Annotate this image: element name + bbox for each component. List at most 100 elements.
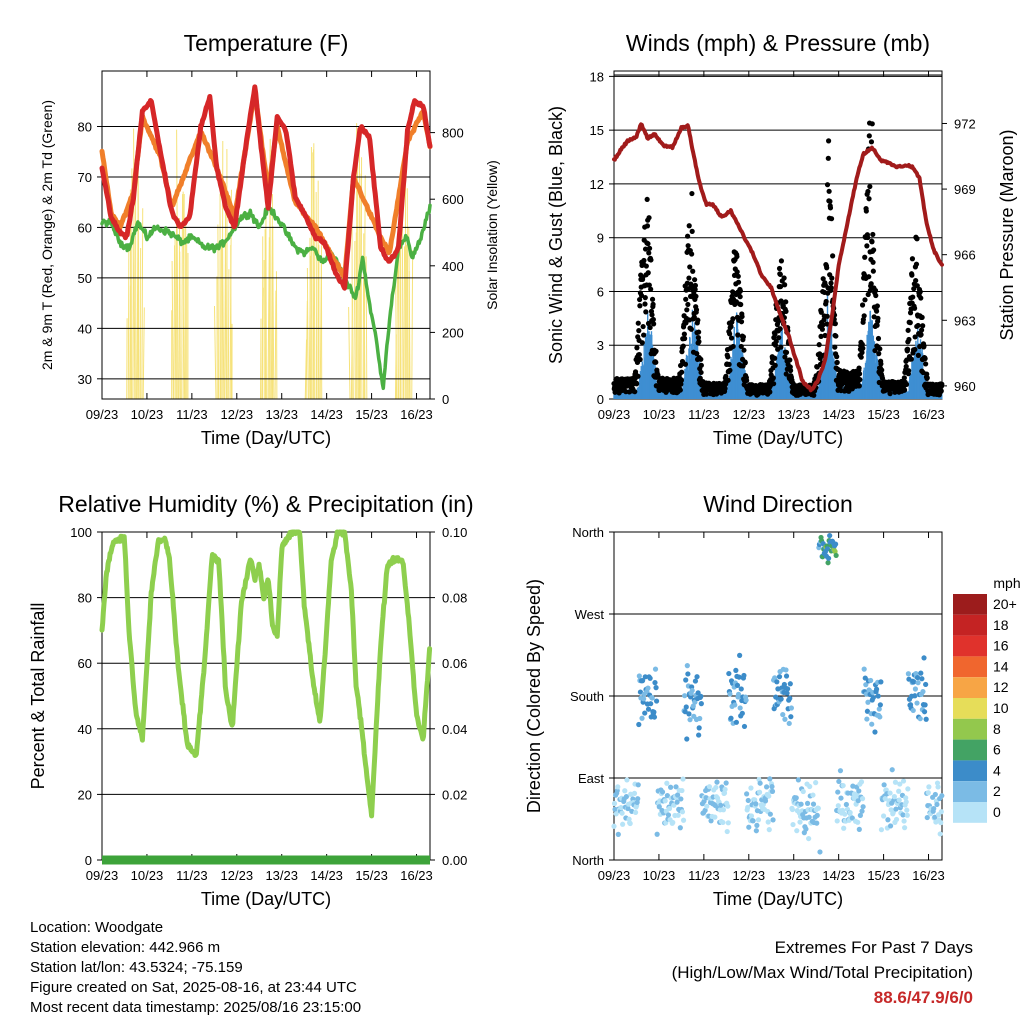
gust-point [730,316,736,322]
gust-point [677,387,683,393]
wind-direction-point [741,723,748,730]
wind-direction-point [885,817,891,823]
legend-label: 8 [993,721,1001,737]
gust-point [905,327,911,333]
wind-direction-point [919,676,925,682]
gust-point [873,292,879,299]
legend-swatch [953,802,987,823]
wind-direction-point [889,767,895,773]
wind-direction-point [855,819,861,825]
gust-point [703,391,710,397]
gust-point [735,279,742,285]
gust-point [653,359,659,365]
wind-direction-point [865,699,871,705]
humidity-xtick-label: 09/23 [86,868,119,883]
wind-direction-point [912,693,918,699]
gust-point [650,316,656,323]
wind-direction-point [878,827,885,833]
gust-point [920,323,926,329]
gust-point [868,139,875,145]
wind-direction-point [900,778,907,784]
gust-point [918,295,924,301]
gust-point [907,320,913,326]
direction-ytick-label: West [575,607,605,622]
gust-point [722,385,728,392]
wind-direction-point [806,814,812,820]
wind-direction-point [652,680,658,686]
solar-spike [227,269,230,400]
gust-point [787,357,793,363]
latlon-text: Station lat/lon: 43.5324; -75.159 [30,959,243,976]
gust-point [767,389,773,395]
gust-point [649,312,655,318]
gust-point [824,321,830,327]
wind-direction-point [938,820,944,826]
solar-spike [141,208,144,400]
wind-direction-point [835,789,841,795]
wind-direction-point [668,784,674,790]
gust-point [924,375,930,381]
wind-y2tick-label: 966 [954,248,976,263]
wind-direction-point [613,811,619,817]
gust-point [857,376,863,383]
solar-spike [309,237,312,400]
wind-direction-point [712,814,718,820]
legend-swatch [953,677,987,698]
gust-point [776,335,782,341]
gust-point [828,285,834,291]
temperature-ytick-label: 60 [78,220,92,235]
wind-ytick-label: 12 [590,177,604,192]
temperature-plot-border [101,70,431,400]
legend-label: 4 [993,762,1001,778]
wind-direction-point [914,700,920,706]
gust-point [635,373,641,379]
gust-point [911,305,918,311]
wind-xlabel: Time (Day/UTC) [713,428,843,448]
wind-direction-point [860,804,866,810]
wind-direction-point [679,787,685,794]
wind-direction-point [746,824,752,830]
wind-direction-point [893,806,899,812]
wind-direction-point [722,786,728,793]
direction-ytick-label: South [570,689,604,704]
wind-direction-series [611,532,945,855]
wind-direction-point [783,667,789,673]
gust-point [875,315,881,321]
gust-point [861,313,867,319]
wind-direction-point [766,793,772,799]
temperature-xtick-label: 09/23 [86,407,119,422]
wind-xtick-label: 12/23 [733,407,766,422]
gust-point [879,367,885,373]
gust-point [909,256,916,262]
gust-point [647,324,653,331]
legend-title: mph [993,575,1020,591]
wind-direction-point [612,806,618,812]
wind-direction-point [748,785,754,791]
humidity-y2tick-label: 0.02 [442,787,467,802]
legend-swatch [953,635,987,657]
gust-point [782,282,788,288]
wind-direction-point [911,679,917,685]
direction-xtick-label: 12/23 [733,868,766,883]
wind-direction-point [869,721,875,727]
wind-direction-point [836,778,842,785]
solar-spike [179,251,181,400]
wind-direction-point [917,716,923,722]
gust-point [643,263,649,269]
wind-direction-point [618,804,624,811]
gust-point [863,208,869,214]
gust-point [919,314,925,320]
wind-direction-point [873,686,880,692]
gust-point [859,302,866,308]
gust-point [735,332,741,338]
temperature-ytick-label: 50 [78,271,92,286]
wind-direction-point [903,795,909,801]
gust-point [773,338,779,345]
gust-point [641,332,647,338]
gust-point [825,155,831,161]
gust-point [723,373,729,379]
solar-spike [306,267,309,400]
gust-point [728,335,735,341]
direction-xtick-label: 11/23 [688,868,720,883]
gust-point [823,298,829,305]
